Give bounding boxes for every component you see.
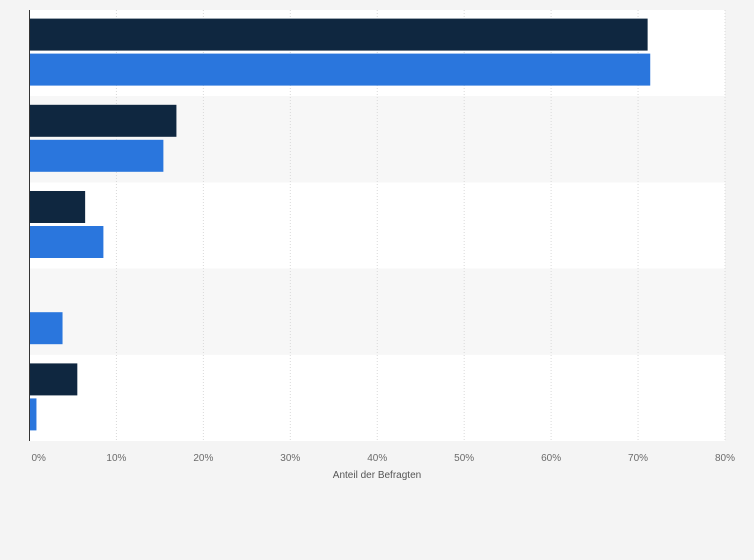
bar-series2-category5 xyxy=(29,398,37,431)
bar-series1-category2 xyxy=(29,104,177,137)
x-tick-label-70: 70% xyxy=(628,453,648,464)
category-band-4 xyxy=(29,268,725,355)
bar-series1-category5 xyxy=(29,363,78,396)
x-tick-label-30: 30% xyxy=(280,453,300,464)
x-tick-label-20: 20% xyxy=(193,453,213,464)
bar-series1-category1 xyxy=(29,18,648,51)
bar-series1-category3 xyxy=(29,191,86,223)
bar-series2-category3 xyxy=(29,226,104,258)
bars xyxy=(29,18,651,431)
x-tick-label-80: 80% xyxy=(715,453,735,464)
x-tick-label-10: 10% xyxy=(106,453,126,464)
bar-series2-category2 xyxy=(29,139,164,172)
x-tick-label-50: 50% xyxy=(454,453,474,464)
x-tick-label-0: 0% xyxy=(32,453,47,464)
x-axis-title: Anteil der Befragten xyxy=(333,470,421,481)
category-band-3 xyxy=(29,182,725,269)
x-tick-label-40: 40% xyxy=(367,453,387,464)
bar-series2-category4 xyxy=(29,312,63,345)
bar-series2-category1 xyxy=(29,53,651,86)
x-tick-label-60: 60% xyxy=(541,453,561,464)
x-tick-labels: 0% 10% 20% 30% 40% 50% 60% 70% 80% xyxy=(32,453,736,464)
